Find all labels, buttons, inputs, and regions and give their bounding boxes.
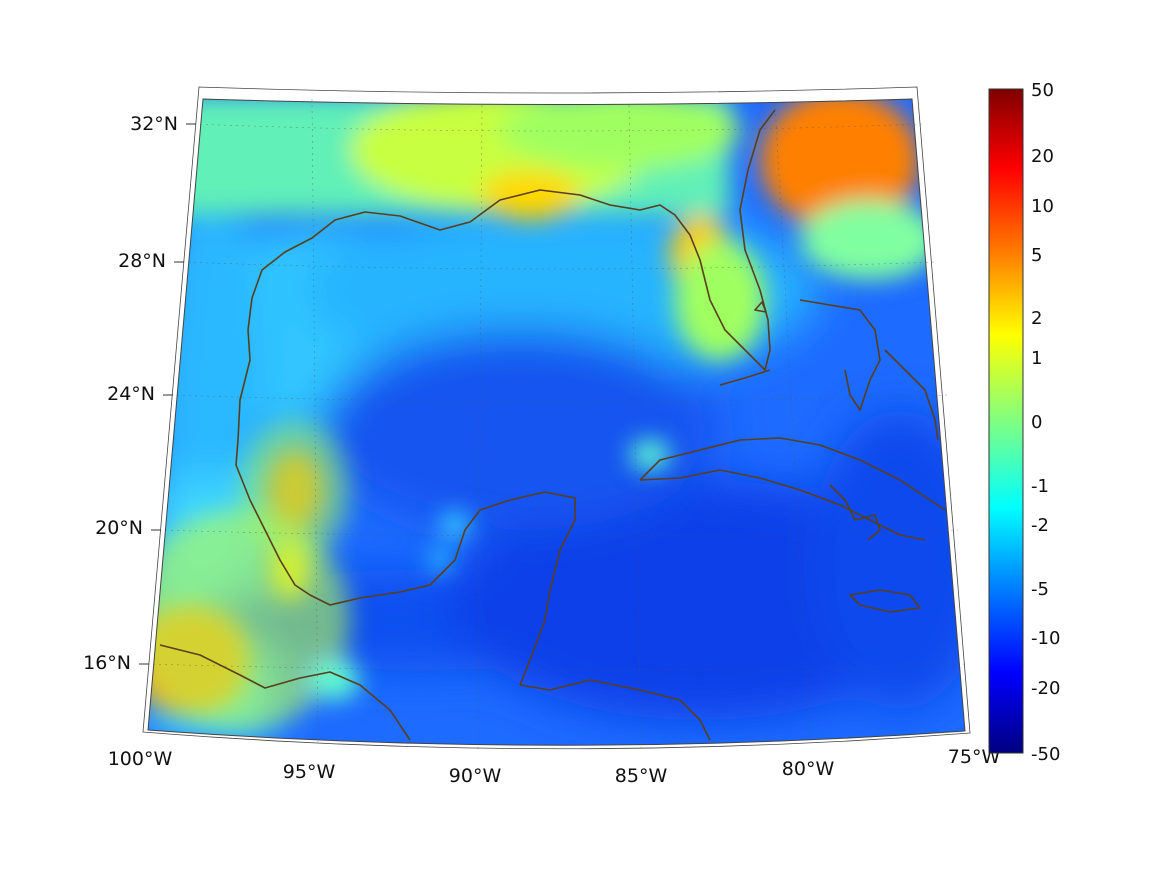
lon-label-90w: 90°W [449,765,502,787]
colorbar-tick: 10 [1031,196,1054,217]
graticule [146,98,969,751]
colorbar-tick: 2 [1031,308,1042,329]
colorbar-tick: -20 [1031,678,1060,699]
lat-label-28: 28°N [118,250,166,272]
lon-labels: 100°W 95°W 90°W 85°W 80°W 75°W [108,746,1001,787]
lon-label-95w: 95°W [283,761,336,783]
lat-label-24: 24°N [107,383,155,405]
colorbar-tick: 1 [1031,348,1042,369]
colorbar [988,88,1024,754]
coastline [159,109,946,741]
colorbar-tick: -5 [1031,579,1049,600]
colorbar-tick: -1 [1031,476,1049,497]
lon-label-80w: 80°W [782,758,835,780]
lat-labels: 32°N 28°N 24°N 20°N 16°N [83,113,178,674]
lon-label-75w: 75°W [948,746,1001,768]
colorbar-tick: 20 [1031,146,1054,167]
colorbar-tick: 50 [1031,80,1054,101]
colorbar-tick: -50 [1031,744,1060,765]
colorbar-tick: 0 [1031,412,1042,433]
lat-label-32: 32°N [130,113,178,135]
colorbar-tick: -10 [1031,628,1060,649]
colorbar-tick: -2 [1031,515,1049,536]
lat-label-16: 16°N [83,652,131,674]
map-frame [147,98,966,746]
lon-label-100w: 100°W [108,748,173,770]
data-field [148,99,965,746]
lat-label-20: 20°N [95,517,143,539]
colorbar-ticks: 50 20 10 5 2 1 0 -1 -2 -5 -10 -20 -50 [1031,80,1060,765]
lon-label-85w: 85°W [615,765,668,787]
colorbar-tick: 5 [1031,245,1042,266]
